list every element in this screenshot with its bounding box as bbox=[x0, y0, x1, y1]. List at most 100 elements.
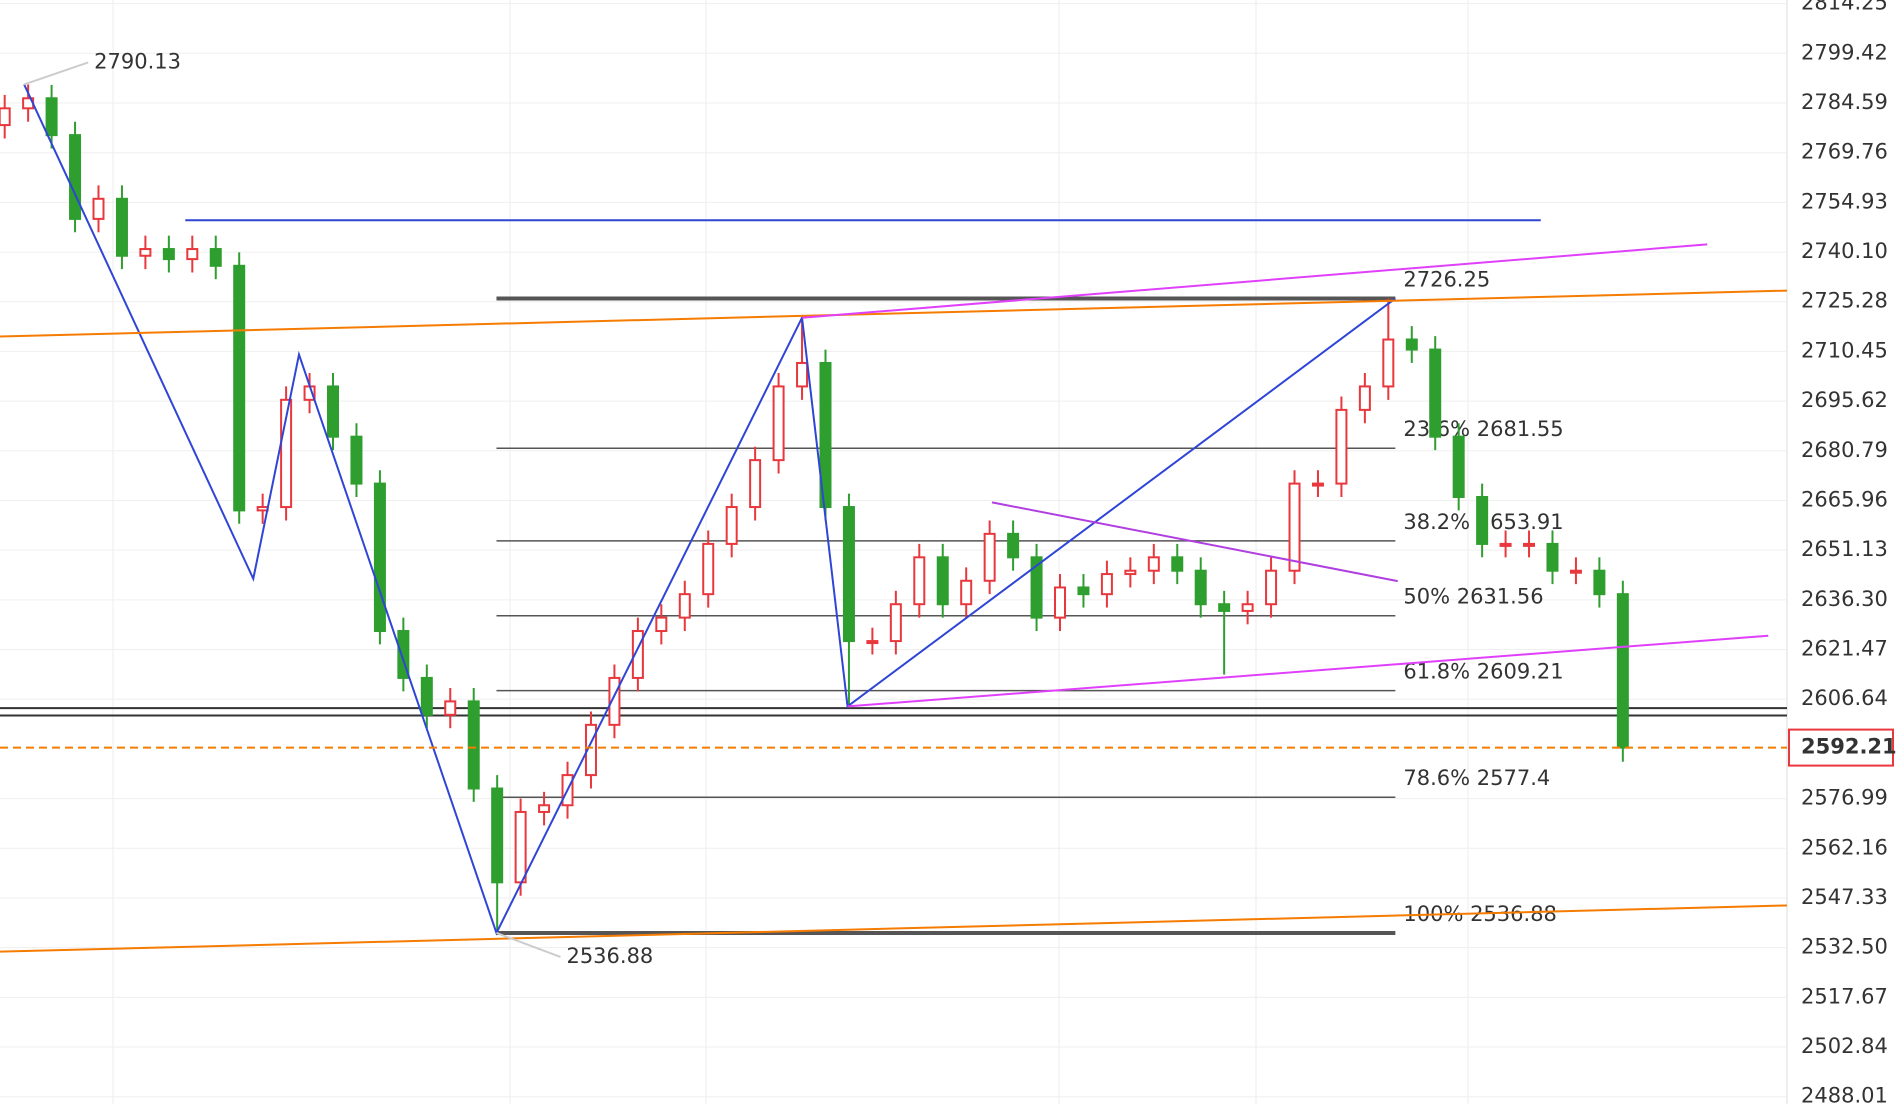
y-tick-label: 2710.45 bbox=[1801, 338, 1888, 362]
candle-body bbox=[678, 593, 691, 619]
trend-line bbox=[801, 243, 1708, 319]
candle-body bbox=[467, 700, 480, 790]
y-tick-label: 2651.13 bbox=[1801, 537, 1888, 561]
candle-body bbox=[397, 630, 410, 679]
candle-body bbox=[280, 398, 293, 509]
candle-body bbox=[1007, 532, 1020, 559]
candle-body bbox=[1194, 569, 1207, 606]
candle-body bbox=[913, 556, 926, 606]
candle-body bbox=[1499, 542, 1512, 547]
trend-line bbox=[0, 289, 1788, 338]
y-tick-label: 2502.84 bbox=[1801, 1034, 1888, 1058]
candle-body bbox=[702, 542, 715, 596]
y-tick-label: 2621.47 bbox=[1801, 637, 1888, 661]
candle-body bbox=[139, 248, 152, 257]
fib-label: 78.6% 2577.4 bbox=[1403, 766, 1550, 790]
candle-body bbox=[327, 385, 340, 438]
fib-label: 50% 2631.56 bbox=[1403, 585, 1543, 609]
y-tick-label: 2576.99 bbox=[1801, 786, 1888, 810]
candle-body bbox=[491, 787, 504, 884]
y-tick-label: 2547.33 bbox=[1801, 885, 1888, 909]
candle-body bbox=[1288, 482, 1301, 572]
trend-line bbox=[847, 634, 1769, 708]
last-price-tag bbox=[1788, 728, 1894, 767]
candle-body bbox=[115, 197, 128, 257]
candle-body bbox=[514, 810, 527, 884]
y-tick-label: 2517.67 bbox=[1801, 984, 1888, 1008]
annotation-connector bbox=[23, 61, 89, 86]
axis-panel bbox=[1787, 0, 1898, 1104]
trend-line bbox=[991, 501, 1398, 583]
candle-body bbox=[1593, 569, 1606, 596]
candle-body bbox=[1054, 586, 1067, 619]
candle-body bbox=[350, 435, 363, 485]
candle-body bbox=[1335, 408, 1348, 485]
candle-body bbox=[819, 361, 832, 509]
y-tick-label: 2665.96 bbox=[1801, 487, 1888, 511]
candle-body bbox=[960, 579, 973, 606]
candle-body bbox=[1476, 495, 1489, 545]
candle-body bbox=[373, 482, 386, 633]
candle-body bbox=[1171, 556, 1184, 572]
y-tick-label: 2606.64 bbox=[1801, 686, 1888, 710]
candle-body bbox=[186, 248, 199, 261]
y-tick-label: 2814.25 bbox=[1801, 0, 1888, 15]
candle-body bbox=[889, 603, 902, 643]
last-price-label: 2592.21 bbox=[1801, 735, 1897, 759]
y-tick-label: 2636.30 bbox=[1801, 587, 1888, 611]
candle-body bbox=[1358, 385, 1371, 411]
candle-body bbox=[936, 556, 949, 606]
candle-body bbox=[749, 459, 762, 509]
candle-body bbox=[233, 264, 246, 512]
y-tick-label: 2488.01 bbox=[1801, 1084, 1888, 1104]
candle-body bbox=[725, 506, 738, 545]
candle-body bbox=[842, 506, 855, 643]
y-tick-label: 2725.28 bbox=[1801, 289, 1888, 313]
y-tick-label: 2799.42 bbox=[1801, 40, 1888, 64]
candle-body bbox=[1452, 435, 1465, 498]
candle-body bbox=[1124, 569, 1137, 576]
candle-body bbox=[983, 532, 996, 582]
annotation-label: 2790.13 bbox=[94, 49, 181, 73]
candle-body bbox=[1311, 482, 1324, 487]
y-tick-label: 2769.76 bbox=[1801, 140, 1888, 164]
candle-body bbox=[69, 134, 82, 220]
candle-body bbox=[1218, 603, 1231, 612]
candle-body bbox=[608, 676, 621, 726]
candle-body bbox=[1100, 573, 1113, 596]
candle-body bbox=[420, 676, 433, 716]
candle-body bbox=[1523, 542, 1536, 547]
candle-body bbox=[631, 630, 644, 679]
candle-body bbox=[1616, 593, 1629, 749]
fib-label: 23.6% 2681.55 bbox=[1403, 417, 1563, 441]
y-tick-label: 2562.16 bbox=[1801, 835, 1888, 859]
fib-label: 61.8% 2609.21 bbox=[1403, 660, 1563, 684]
trend-line bbox=[23, 84, 1396, 936]
candle-body bbox=[92, 197, 105, 220]
y-tick-label: 2695.62 bbox=[1801, 388, 1888, 412]
candle-body bbox=[772, 385, 785, 462]
candle-body bbox=[584, 723, 597, 777]
candle-body bbox=[1077, 586, 1090, 596]
candle-body bbox=[1405, 338, 1418, 351]
candle-body bbox=[0, 107, 11, 127]
annotation-connector bbox=[496, 932, 561, 958]
candle-body bbox=[444, 700, 457, 716]
candle-body bbox=[1265, 569, 1278, 606]
candle-body bbox=[1382, 338, 1395, 388]
candle-body bbox=[1569, 569, 1582, 574]
candle-body bbox=[655, 616, 668, 633]
candle-body bbox=[1429, 348, 1442, 438]
candle-body bbox=[796, 361, 809, 388]
candle-body bbox=[1030, 556, 1043, 619]
candle-body bbox=[1147, 556, 1160, 572]
y-tick-label: 2532.50 bbox=[1801, 935, 1888, 959]
candle-body bbox=[866, 640, 879, 645]
candle-body bbox=[45, 97, 58, 137]
candle-body bbox=[538, 804, 551, 813]
candle-body bbox=[209, 248, 222, 267]
annotation-label: 2536.88 bbox=[566, 944, 653, 968]
y-tick-label: 2680.79 bbox=[1801, 438, 1888, 462]
y-tick-label: 2784.59 bbox=[1801, 90, 1888, 114]
